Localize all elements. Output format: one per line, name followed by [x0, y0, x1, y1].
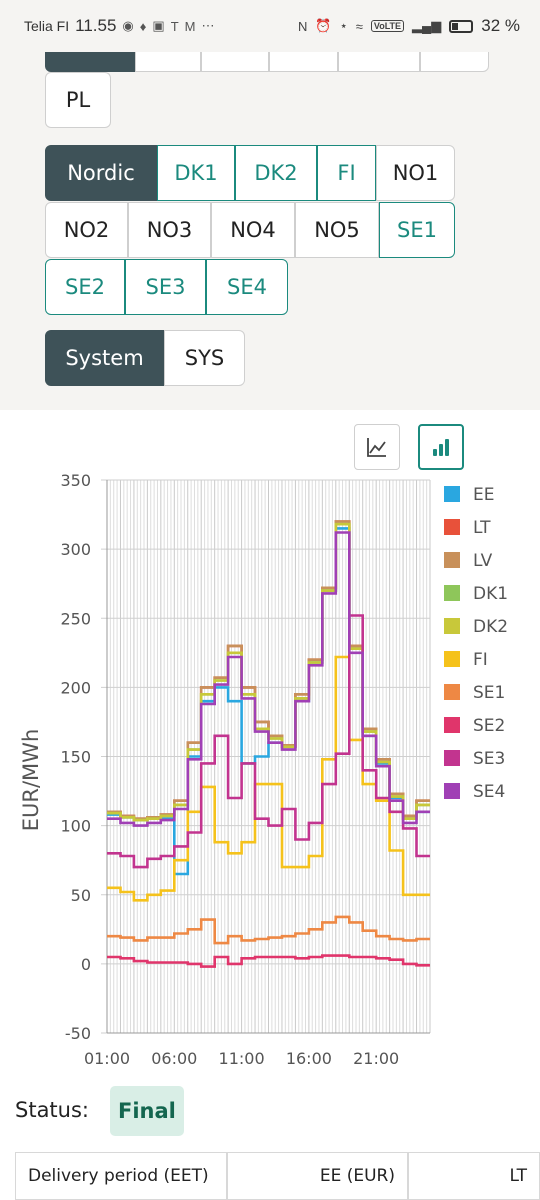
series-line-se3 [107, 614, 430, 869]
status-label: Status: [15, 1098, 89, 1122]
legend-swatch-lv [444, 552, 460, 568]
legend-label-fi[interactable]: FI [473, 650, 488, 670]
legend-swatch-dk1 [444, 585, 460, 601]
wifi-icon: ≈ [355, 18, 363, 34]
mail-icon: M [184, 18, 196, 34]
y-tick-label: -50 [65, 1024, 91, 1043]
battery-percent: 32 % [481, 16, 520, 35]
bar-chart-toggle[interactable] [418, 424, 464, 470]
tesla-icon: T [170, 18, 179, 34]
nfc-icon: N [298, 18, 308, 34]
area-button-dk2[interactable]: DK2 [235, 145, 317, 201]
status-bar: Telia FI 11.55 ◉ ♦ ▣ T M ⋯ N ⏰ ⋆ ≈ VoLTE… [0, 0, 540, 52]
area-button-se4[interactable]: SE4 [206, 259, 288, 315]
area-button-no3[interactable]: NO3 [128, 202, 211, 258]
chart-series [107, 520, 430, 968]
app-icon: ▣ [152, 18, 165, 33]
x-tick-label: 11:00 [219, 1049, 265, 1068]
series-line-se2 [107, 954, 430, 968]
bluetooth-icon: ⋆ [339, 18, 348, 33]
y-tick-label: 0 [81, 955, 91, 974]
legend-label-dk2[interactable]: DK2 [473, 617, 508, 637]
legend-swatch-fi [444, 651, 460, 667]
bell-icon: ♦ [139, 18, 147, 34]
area-button-system[interactable]: System [45, 330, 164, 386]
column-header-lt[interactable]: LT [408, 1152, 540, 1200]
volte-icon: VoLTE [370, 20, 405, 32]
status-badge: Final [110, 1086, 184, 1136]
signal-icon: ▂▄▆ [412, 18, 442, 33]
x-tick-label: 21:00 [353, 1049, 399, 1068]
legend-swatch-se4 [444, 783, 460, 799]
carrier-name: Telia FI [24, 18, 70, 34]
y-tick-label: 200 [60, 678, 91, 697]
y-tick-label: 250 [60, 609, 91, 628]
area-button-no4[interactable]: NO4 [211, 202, 295, 258]
y-tick-label: 100 [60, 817, 91, 836]
alarm-icon: ⏰ [315, 18, 332, 33]
area-button-no2[interactable]: NO2 [45, 202, 128, 258]
x-tick-label: 06:00 [151, 1049, 197, 1068]
chat-icon: ◉ [122, 18, 134, 33]
y-axis-label: EUR/MWh [19, 729, 43, 832]
y-tick-label: 350 [60, 471, 91, 490]
area-button-fi[interactable]: FI [317, 145, 376, 201]
area-button-nordic[interactable]: Nordic [45, 145, 157, 201]
area-button-se2[interactable]: SE2 [45, 259, 125, 315]
legend-label-se2[interactable]: SE2 [473, 716, 505, 736]
legend-swatch-lt [444, 519, 460, 535]
series-line-se4 [107, 531, 430, 827]
legend-label-dk1[interactable]: DK1 [473, 584, 508, 604]
area-button-no5[interactable]: NO5 [295, 202, 379, 258]
legend-swatch-se1 [444, 684, 460, 700]
legend-label-lt[interactable]: LT [473, 518, 491, 538]
legend-swatch-dk2 [444, 618, 460, 634]
legend-label-ee[interactable]: EE [473, 485, 494, 505]
battery-icon [449, 19, 474, 33]
column-header-ee[interactable]: EE (EUR) [227, 1152, 408, 1200]
chart-legend: EE LT LV DK1 DK2 FI SE1 SE2 SE3 SE4 [444, 485, 508, 802]
legend-label-se3[interactable]: SE3 [473, 749, 505, 769]
line-chart-icon [367, 438, 386, 457]
price-table-header: Delivery period (EET) EE (EUR) LT [15, 1152, 540, 1200]
clock: 11.55 [75, 16, 117, 35]
area-button-pl[interactable]: PL [45, 72, 111, 128]
more-icon: ⋯ [201, 18, 215, 33]
x-axis: 01:00 06:00 11:00 16:00 21:00 [84, 1032, 430, 1068]
legend-swatch-ee [444, 486, 460, 502]
line-chart-toggle[interactable] [354, 424, 400, 470]
legend-label-lv[interactable]: LV [473, 551, 493, 571]
x-tick-label: 01:00 [84, 1049, 130, 1068]
area-button-dk1[interactable]: DK1 [157, 145, 235, 201]
series-line-se1 [107, 915, 430, 945]
y-tick-label: 300 [60, 540, 91, 559]
legend-label-se1[interactable]: SE1 [473, 683, 505, 703]
column-header-delivery-period[interactable]: Delivery period (EET) [15, 1152, 227, 1200]
area-button-se3[interactable]: SE3 [125, 259, 206, 315]
price-chart: -50 0 50 100 150 200 250 300 350 01:00 06:00 11:00… [19, 471, 508, 1068]
legend-label-se4[interactable]: SE4 [473, 782, 505, 802]
area-button-se1[interactable]: SE1 [379, 202, 455, 258]
x-tick-label: 16:00 [286, 1049, 332, 1068]
area-button-no1[interactable]: NO1 [376, 145, 455, 201]
y-tick-label: 50 [71, 886, 91, 905]
y-axis: -50 0 50 100 150 200 250 300 350 [60, 471, 108, 1043]
legend-swatch-se3 [444, 750, 460, 766]
bar-chart-icon [433, 439, 449, 456]
area-button-sys[interactable]: SYS [164, 330, 245, 386]
legend-swatch-se2 [444, 717, 460, 733]
y-tick-label: 150 [60, 748, 91, 767]
